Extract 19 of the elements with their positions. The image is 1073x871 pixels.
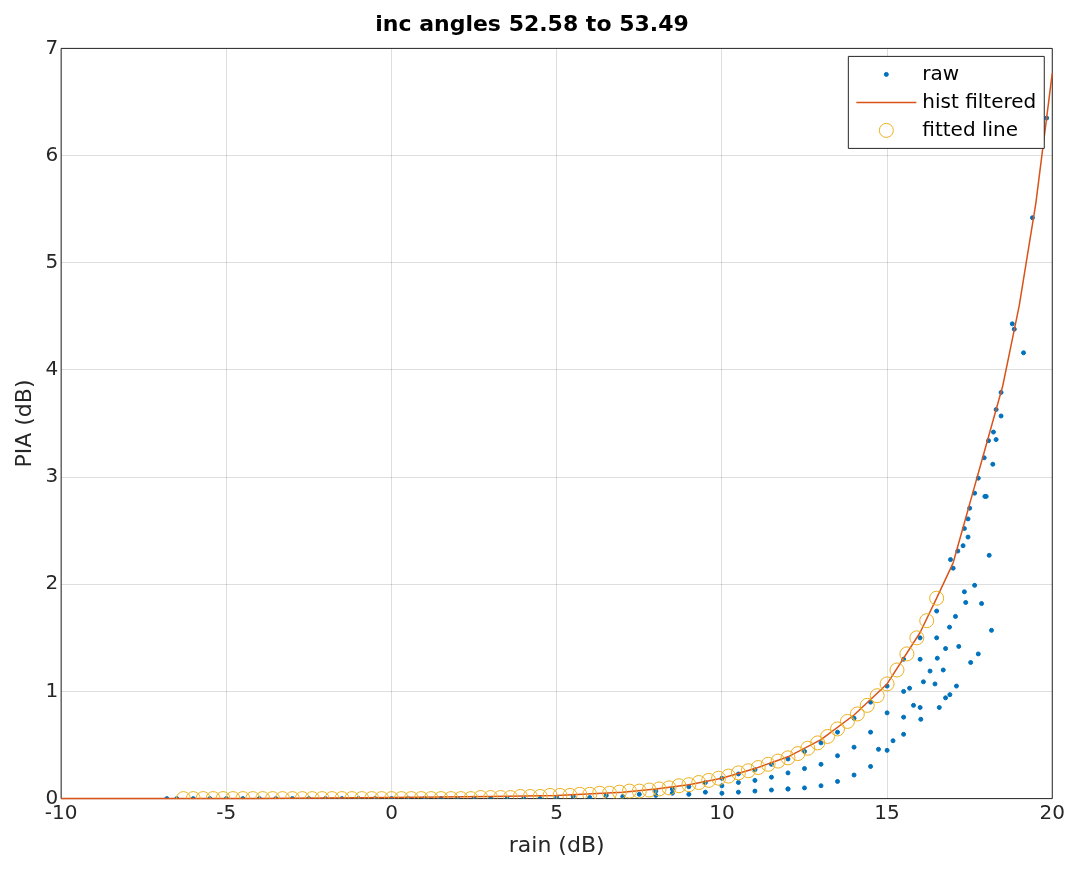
x-tick-label: 0 (385, 799, 398, 824)
chart-title: inc angles 52.58 to 53.49 (375, 10, 689, 36)
y-tick-label: 6 (45, 141, 59, 166)
x-tick-label: 10 (709, 799, 735, 824)
legend-label: hist filtered (922, 88, 1037, 113)
y-axis-title: PIA (dB) (10, 379, 36, 468)
x-tick-label: 20 (1039, 799, 1065, 824)
x-tick-label: 5 (550, 799, 564, 824)
x-axis-title: rain (dB) (508, 831, 605, 857)
y-tick-label: 1 (45, 677, 59, 702)
x-tick-label: -5 (216, 799, 237, 824)
x-tick-label: 15 (874, 799, 900, 824)
y-tick-label: 4 (45, 356, 59, 381)
legend-label: fitted line (922, 116, 1019, 141)
y-tick-label: 3 (45, 463, 59, 488)
y-tick-label: 5 (45, 248, 59, 273)
y-tick-label: 2 (45, 570, 59, 595)
legend-label: raw (922, 60, 960, 85)
y-tick-label: 7 (45, 34, 59, 59)
